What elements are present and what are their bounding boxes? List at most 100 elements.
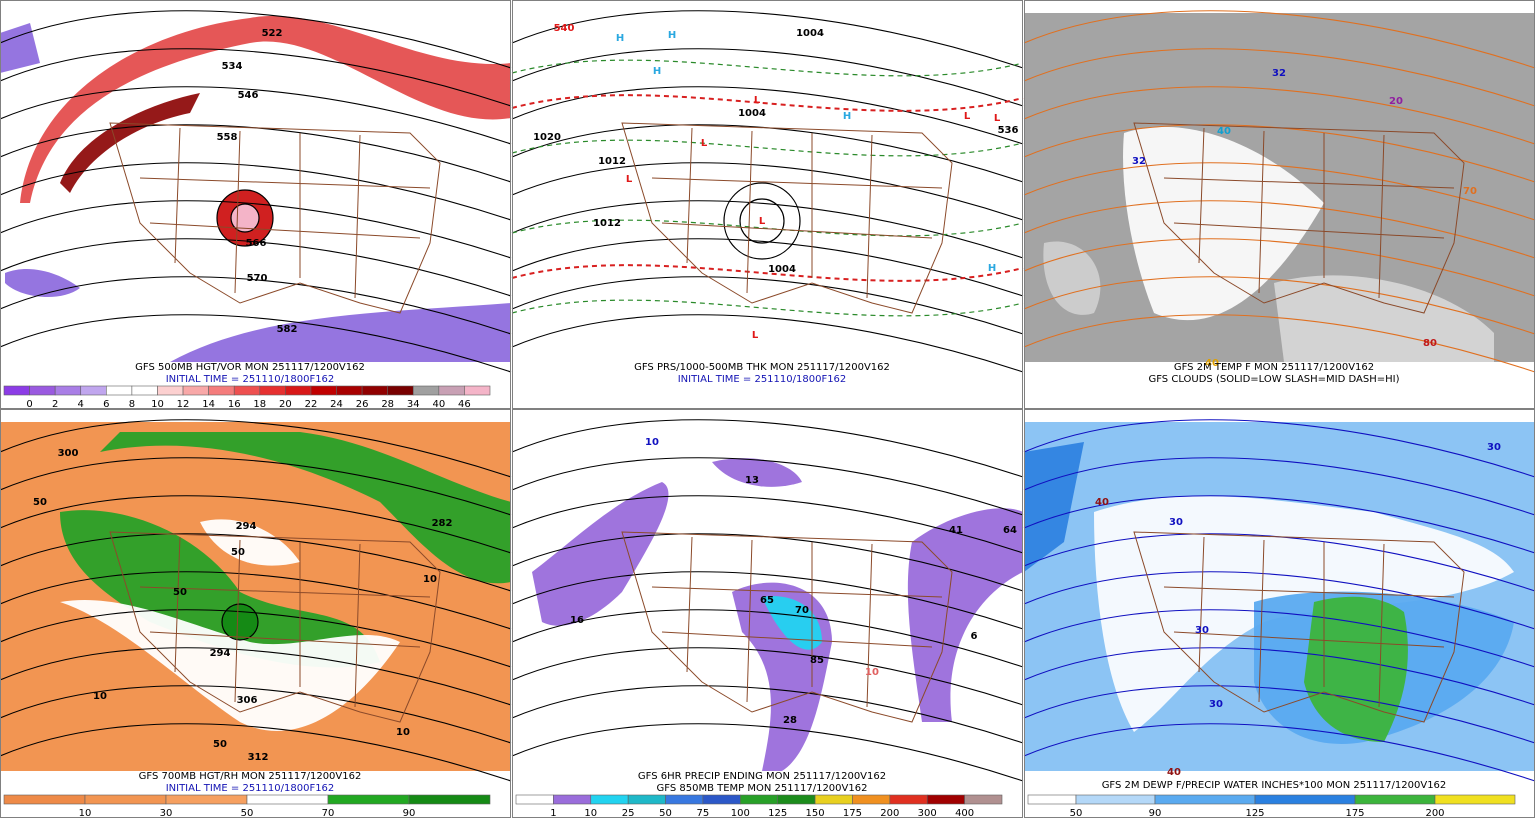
colorbar-label: 16 (228, 399, 241, 410)
colorbar-swatch (182, 385, 209, 396)
contour (0, 723, 512, 782)
colorbar-label: 70 (322, 808, 335, 819)
map-label: 294 (210, 648, 231, 659)
map-label: 1004 (796, 28, 824, 39)
contour (511, 723, 1024, 782)
colorbar-swatch (310, 385, 337, 396)
contour (511, 86, 1024, 145)
contour (0, 86, 512, 145)
shaded-area (1274, 275, 1494, 362)
colorbar-swatch (1354, 794, 1436, 805)
contour (1023, 10, 1536, 69)
borders (109, 122, 441, 314)
map-label: 546 (238, 90, 259, 101)
contour (0, 48, 512, 107)
map-label: 20 (1389, 96, 1403, 107)
panel-frame (0, 409, 511, 818)
map-label: 570 (247, 273, 268, 284)
contour (511, 457, 1024, 516)
colorbar-label: 90 (403, 808, 416, 819)
colorbar-swatch (1027, 794, 1077, 805)
colorbar-swatch (3, 794, 86, 805)
map-label: 10 (423, 574, 437, 585)
caption: GFS 850MB TEMP MON 251117/1200V162 (657, 783, 868, 794)
colorbar-swatch (246, 794, 329, 805)
colorbar-swatch (889, 794, 928, 805)
contour (511, 685, 1024, 744)
colorbar-swatch (665, 794, 704, 805)
contour (511, 10, 1024, 69)
map-label: 28 (783, 715, 797, 726)
shaded-area (532, 482, 669, 626)
colorbar-swatch (408, 794, 491, 805)
map: 32 40 70 80 20 40 32 (1023, 10, 1536, 373)
map-background (512, 13, 1023, 362)
map-label: 41 (949, 525, 963, 536)
colorbar-label: 2 (52, 399, 58, 410)
closed-contour (739, 198, 785, 244)
borders (109, 531, 441, 723)
colorbar-swatch (84, 794, 167, 805)
colorbar-swatch (627, 794, 666, 805)
map-label: 40 (1217, 126, 1231, 137)
map-label: 306 (237, 695, 258, 706)
contour (0, 10, 512, 69)
map: 522 534 546 558 566 570 582 (0, 10, 512, 373)
colorbar-swatch (285, 385, 312, 396)
map-label: 50 (33, 497, 47, 508)
thickness-line (511, 299, 1024, 317)
contour (0, 419, 512, 478)
caption: GFS 2M TEMP F MON 251117/1200V162 (1174, 362, 1374, 373)
colorbar-label: 12 (177, 399, 190, 410)
map-label: 534 (222, 61, 243, 72)
contour (1023, 723, 1536, 782)
closed-contour (221, 603, 259, 641)
caption: INITIAL TIME = 251110/1800F162 (166, 374, 335, 385)
colorbar-label: 24 (330, 399, 343, 410)
map-label: 294 (236, 521, 257, 532)
contour (511, 609, 1024, 668)
caption: GFS 6HR PRECIP ENDING MON 251117/1200V16… (638, 771, 886, 782)
colorbar-label: 4 (78, 399, 84, 410)
caption: GFS CLOUDS (SOLID=LOW SLASH=MID DASH=HI) (1148, 374, 1399, 385)
shaded-area (907, 508, 1023, 722)
colorbar-label: 1 (550, 808, 556, 819)
colorbar-label: 14 (202, 399, 215, 410)
colorbar-swatch (29, 385, 56, 396)
map-label: 80 (1423, 338, 1437, 349)
map-label: 50 (231, 547, 245, 558)
panel-frame (1024, 0, 1535, 409)
shaded-area (100, 432, 511, 584)
map-label: 50 (173, 587, 187, 598)
colorbar-label: 175 (1345, 808, 1364, 819)
thickness-line (511, 219, 1024, 237)
map-label: 70 (795, 605, 809, 616)
contour (511, 495, 1024, 554)
contour (511, 571, 1024, 630)
map-label: 566 (246, 238, 267, 249)
colorbar-label: 125 (768, 808, 787, 819)
map: 300 50 50 50 294 282 10 294 306 50 312 10 10 (0, 419, 512, 782)
panel-frame (512, 0, 1023, 409)
colorbar-swatch (3, 385, 30, 396)
map-label: 10 (865, 667, 879, 678)
contour (1023, 314, 1536, 373)
closed-contour (723, 182, 801, 260)
contour (0, 609, 512, 668)
colorbar-label: 200 (1425, 808, 1444, 819)
colorbar-swatch (80, 385, 107, 396)
colorbar-label: 8 (129, 399, 135, 410)
colorbar-label: 34 (407, 399, 420, 410)
panel-frame (0, 0, 511, 409)
map-label: 30 (1169, 517, 1183, 528)
contour (0, 314, 512, 373)
map-label: 40 (1167, 767, 1181, 778)
contour (1023, 419, 1536, 478)
colorbar-label: 6 (103, 399, 109, 410)
map-label: H (988, 263, 996, 274)
colorbar-swatch (233, 385, 261, 396)
colorbar-swatch (259, 385, 286, 396)
contour (1023, 86, 1536, 145)
colorbar-swatch (1254, 794, 1356, 805)
